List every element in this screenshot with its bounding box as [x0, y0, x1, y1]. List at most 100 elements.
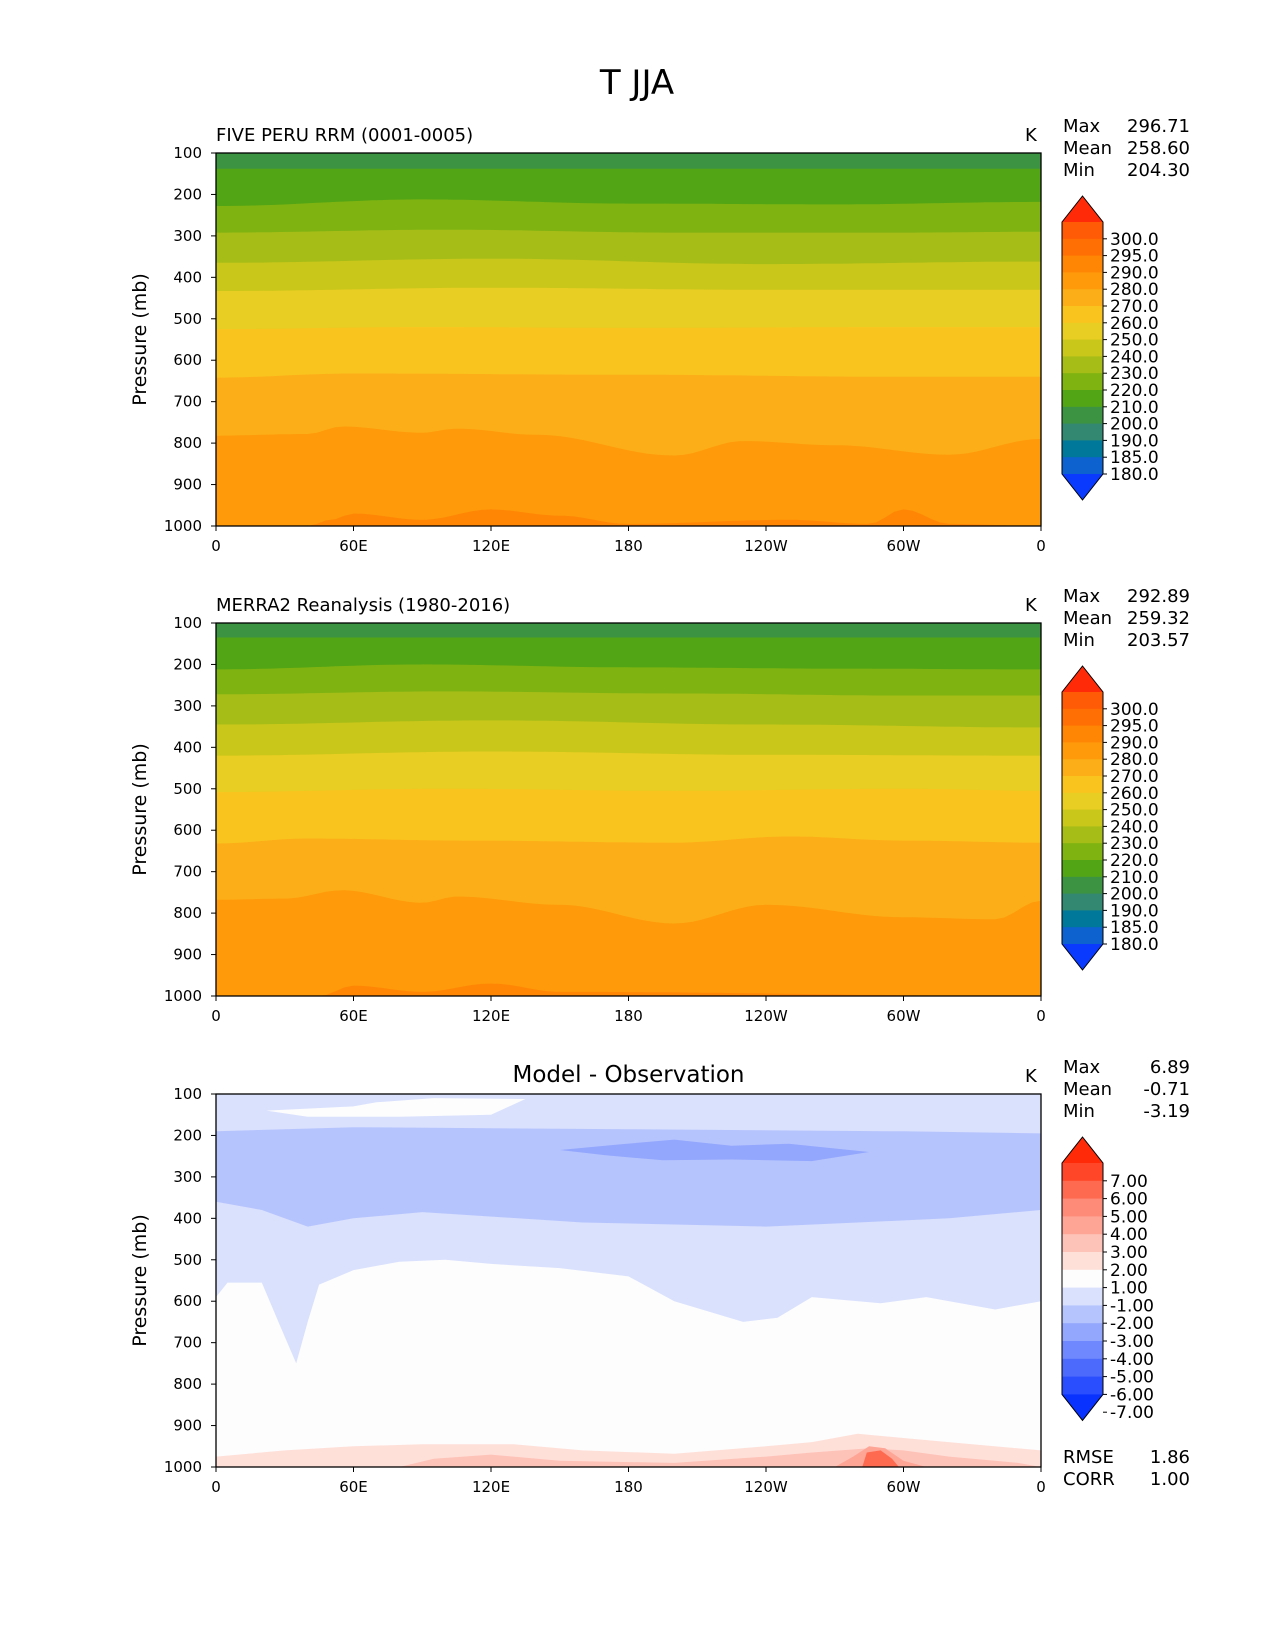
y-tick-label: 700	[173, 1334, 202, 1352]
colorbar-level-label: 220.0	[1110, 851, 1159, 871]
colorbar-level-label: 260.0	[1110, 784, 1159, 804]
colorbar-level-label: 270.0	[1110, 297, 1159, 317]
stat-label-max: Max	[1063, 116, 1101, 137]
colorbar-level-label: 290.0	[1110, 733, 1159, 753]
y-axis-label: Pressure (mb)	[129, 1214, 151, 1347]
colorbar-swatch	[1062, 440, 1103, 458]
colorbar-swatch	[1062, 1287, 1103, 1306]
colorbar-extend-max	[1062, 666, 1103, 692]
x-tick-label: 0	[1036, 537, 1046, 555]
colorbar-level-label: -5.00	[1110, 1368, 1154, 1388]
near-zero-band	[266, 1098, 526, 1117]
colorbar-swatch	[1062, 255, 1103, 273]
x-tick-label: 60W	[887, 537, 921, 555]
contour-band	[216, 623, 1041, 638]
units-label: K	[1025, 595, 1038, 616]
colorbar-swatch	[1062, 322, 1103, 341]
colorbar-swatch	[1062, 876, 1103, 895]
colorbar-extend-max	[1062, 196, 1103, 222]
colorbar-level-label: 280.0	[1110, 750, 1159, 770]
colorbar-swatch	[1062, 1163, 1103, 1182]
y-tick-label: 200	[173, 1126, 202, 1144]
colorbar-swatch	[1062, 406, 1103, 425]
y-tick-label: 900	[173, 946, 202, 964]
x-tick-label: 60W	[887, 1007, 921, 1025]
colorbar-extend-max	[1062, 1137, 1103, 1163]
colorbar-swatch	[1062, 1252, 1103, 1271]
stat-label-max: Max	[1063, 1057, 1101, 1078]
colorbar-level-label: 6.00	[1110, 1190, 1148, 1210]
colorbar-level-label: -4.00	[1110, 1350, 1154, 1370]
positive-band	[862, 1450, 899, 1467]
y-tick-label: 1000	[164, 517, 202, 535]
colorbar-swatch	[1062, 238, 1103, 257]
y-tick-label: 100	[173, 614, 202, 632]
y-tick-label: 1000	[164, 1458, 202, 1476]
colorbar-swatch	[1062, 373, 1103, 391]
colorbar-level-label: 210.0	[1110, 868, 1159, 888]
y-axis-label: Pressure (mb)	[129, 273, 151, 406]
colorbar-level-label: 295.0	[1110, 717, 1159, 737]
colorbar-swatch	[1062, 457, 1103, 475]
y-axis-label: Pressure (mb)	[129, 743, 151, 876]
colorbar-swatch	[1062, 1180, 1103, 1200]
x-tick-label: 180	[614, 537, 643, 555]
x-tick-label: 120E	[472, 1007, 510, 1025]
stat-value-corr: 1.00	[1150, 1469, 1190, 1490]
chart-panel-2: 100 200 300 400 500 600 700 800 900 1000 0 60E 120E 1…	[129, 586, 1190, 1025]
colorbar-swatch	[1062, 1341, 1103, 1360]
figure-title: T JJA	[599, 63, 674, 103]
colorbar-level-label: 185.0	[1110, 918, 1159, 938]
y-tick-label: 400	[173, 268, 202, 286]
y-tick-label: 300	[173, 227, 202, 245]
x-tick-label: 0	[211, 1478, 221, 1496]
units-label: K	[1025, 125, 1038, 146]
colorbar: 300.0295.0290.0280.0270.0260.0250.0240.0…	[1061, 195, 1159, 501]
x-tick-label: 60E	[339, 1478, 368, 1496]
colorbar-level-label: 3.00	[1110, 1243, 1148, 1263]
colorbar-level-label: 250.0	[1110, 331, 1159, 351]
stat-label-min: Min	[1063, 160, 1095, 181]
colorbar-swatch	[1062, 390, 1103, 408]
colorbar-level-label: 190.0	[1110, 901, 1159, 921]
x-tick-label: 120W	[744, 537, 788, 555]
chart-panel-3: 100 200 300 400 500 600 700 800 900 1000 0 60E 120E 1…	[129, 1057, 1190, 1496]
colorbar: 300.0295.0290.0280.0270.0260.0250.0240.0…	[1061, 665, 1159, 971]
colorbar-swatch	[1062, 1234, 1103, 1253]
x-tick-label: 120E	[472, 1478, 510, 1496]
colorbar-swatch	[1062, 1358, 1103, 1378]
colorbar-swatch	[1062, 843, 1103, 861]
colorbar-level-label: 180.0	[1110, 935, 1159, 955]
colorbar-level-label: 300.0	[1110, 230, 1159, 250]
stat-label-corr: CORR	[1063, 1469, 1115, 1490]
y-tick-label: 600	[173, 351, 202, 369]
colorbar-level-label: 300.0	[1110, 700, 1159, 720]
y-tick-label: 300	[173, 697, 202, 715]
colorbar-level-label: -6.00	[1110, 1385, 1154, 1405]
colorbar-level-label: 260.0	[1110, 314, 1159, 334]
stat-value-min: -3.19	[1143, 1101, 1190, 1122]
colorbar-swatch	[1062, 692, 1103, 710]
colorbar-level-label: 200.0	[1110, 885, 1159, 905]
colorbar-swatch	[1062, 356, 1103, 374]
stat-value-mean: 258.60	[1127, 138, 1190, 159]
colorbar-swatch	[1062, 1198, 1103, 1217]
y-tick-label: 600	[173, 1292, 202, 1310]
contour-band	[216, 153, 1041, 169]
colorbar-level-label: 185.0	[1110, 448, 1159, 468]
y-tick-label: 200	[173, 655, 202, 673]
colorbar-swatch	[1062, 222, 1103, 240]
colorbar-swatch	[1062, 306, 1103, 324]
colorbar-level-label: 240.0	[1110, 347, 1159, 367]
colorbar-level-label: 230.0	[1110, 834, 1159, 854]
colorbar-level-label: 7.00	[1110, 1172, 1148, 1192]
colorbar-swatch	[1062, 1305, 1103, 1324]
y-tick-label: 100	[173, 144, 202, 162]
x-tick-label: 0	[1036, 1007, 1046, 1025]
y-tick-label: 700	[173, 863, 202, 881]
stat-label-min: Min	[1063, 630, 1095, 651]
y-tick-label: 700	[173, 393, 202, 411]
negative-band	[559, 1139, 870, 1162]
stat-value-max: 292.89	[1127, 586, 1190, 607]
stat-label-mean: Mean	[1063, 138, 1112, 159]
